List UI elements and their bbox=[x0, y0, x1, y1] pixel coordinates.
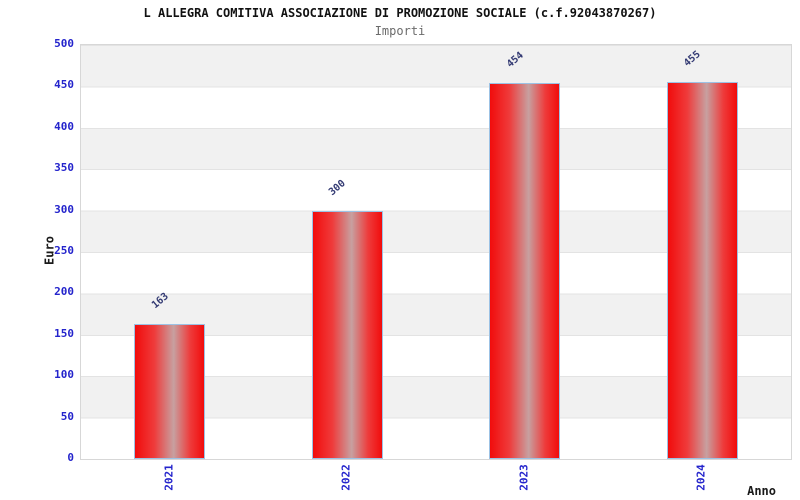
bar-2021 bbox=[134, 324, 206, 459]
x-axis-title: Anno bbox=[747, 484, 776, 498]
y-tick-label: 400 bbox=[54, 119, 74, 133]
y-tick-label: 300 bbox=[54, 202, 74, 216]
bar-2022 bbox=[311, 210, 383, 459]
y-tick-label: 100 bbox=[54, 368, 74, 382]
bar-2024 bbox=[666, 82, 738, 459]
y-tick-label: 450 bbox=[54, 78, 74, 92]
y-tick-label: 250 bbox=[54, 244, 74, 257]
y-tick-label: 350 bbox=[54, 161, 74, 175]
y-tick-label: 500 bbox=[54, 37, 74, 50]
bar-2023 bbox=[489, 83, 561, 459]
x-tick-label-2022: 2022 bbox=[339, 464, 353, 491]
chart-subtitle: Importi bbox=[374, 24, 426, 38]
plot-area bbox=[80, 44, 792, 460]
x-tick-label-2024: 2024 bbox=[694, 464, 708, 491]
chart-title: L ALLEGRA COMITIVA ASSOCIAZIONE DI PROMO… bbox=[143, 6, 657, 20]
y-tick-label: 150 bbox=[54, 326, 74, 340]
y-tick-label: 200 bbox=[54, 285, 74, 299]
y-tick-label: 50 bbox=[60, 409, 74, 423]
y-tick-label: 0 bbox=[67, 451, 74, 464]
x-tick-label-2023: 2023 bbox=[517, 464, 531, 491]
x-tick-label-2021: 2021 bbox=[162, 464, 176, 491]
